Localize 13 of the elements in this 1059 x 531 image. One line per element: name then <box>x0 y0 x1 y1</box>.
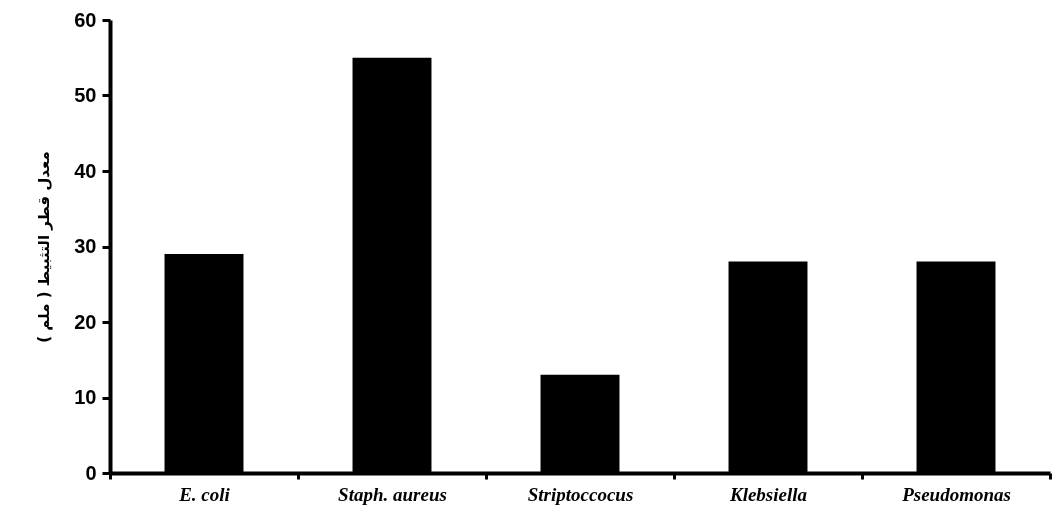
x-tick-label: E. coli <box>178 483 231 505</box>
x-tick-label: Pseudomonas <box>901 483 1011 505</box>
y-tick-label: 60 <box>74 8 97 31</box>
x-tick-label: Klebsiella <box>728 483 808 505</box>
y-tick-label: 10 <box>74 386 97 408</box>
y-axis-title: معدل قطر التثبيط ( ملم ) <box>35 151 54 343</box>
y-tick-label: 0 <box>85 461 97 484</box>
y-tick-label: 20 <box>74 310 97 333</box>
x-tick-label: Staph. aureus <box>338 483 447 505</box>
x-tick-label: Striptoccocus <box>527 483 634 505</box>
y-tick-label: 40 <box>74 159 97 182</box>
y-tick-label: 50 <box>74 84 97 106</box>
y-tick-label: 30 <box>74 235 97 257</box>
